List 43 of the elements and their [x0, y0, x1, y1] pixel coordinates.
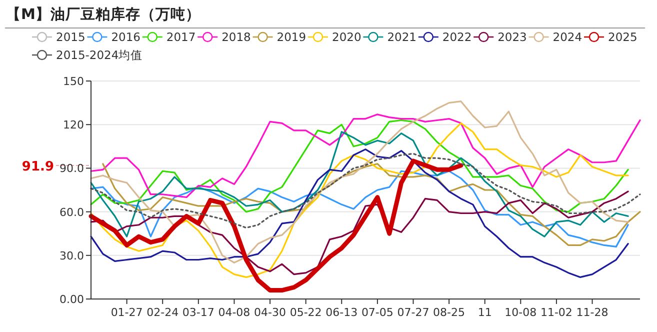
x-tick-label: 01-27: [110, 306, 143, 319]
legend-label: 2022: [442, 30, 472, 44]
x-tick-label: 11-02: [540, 306, 572, 319]
legend-label: 2023: [498, 30, 527, 44]
legend-label: 2015: [56, 30, 86, 44]
line-series: [90, 148, 629, 278]
line-series: [88, 158, 464, 293]
x-tick-label: 07-05: [361, 306, 394, 319]
y-tick-label: 60.0: [60, 206, 84, 219]
x-tick-label: 11-28: [576, 306, 608, 319]
y-tick-label: 150: [63, 75, 84, 88]
legend-label: 2020: [332, 30, 362, 44]
x-tick-label: 04-30: [254, 306, 286, 319]
line-series: [90, 131, 629, 238]
x-tick-label: 07-27: [397, 306, 430, 319]
x-tick-label: 05-22: [290, 306, 322, 319]
legend-label: 2019: [276, 30, 306, 44]
legend-label: 2021: [387, 30, 416, 44]
x-tick-label: 06-13: [326, 306, 358, 319]
chart-title: 【M】油厂豆粕库存（万吨）: [6, 5, 200, 23]
x-tick-label: 10-08: [504, 306, 537, 319]
line-series: [90, 114, 641, 198]
legend-label: 2015-2024均值: [56, 48, 143, 62]
legend-label: 2018: [222, 30, 251, 44]
ref-line-label: 91.9: [22, 159, 54, 174]
legend-label: 2025: [608, 30, 638, 44]
x-tick-label: 02-24: [146, 306, 179, 319]
line-series: [90, 190, 629, 276]
y-tick-label: 30.0: [60, 249, 84, 262]
legend-label: 2024: [552, 30, 582, 44]
legend-label: 2017: [166, 30, 196, 44]
x-tick-label: 08-25: [433, 306, 466, 319]
x-tick-label: 11: [478, 306, 492, 319]
line-series: [90, 152, 641, 229]
line-series: [90, 119, 629, 213]
y-tick-label: 120: [63, 118, 84, 132]
line-series: [90, 100, 629, 264]
y-tick-label: 90.0: [60, 162, 84, 176]
line-series: [90, 122, 629, 278]
y-tick-label: 0.00: [60, 293, 84, 306]
x-tick-label: 04-08: [218, 306, 250, 319]
x-tick-label: 03-17: [182, 306, 214, 319]
legend-label: 2016: [111, 30, 140, 44]
